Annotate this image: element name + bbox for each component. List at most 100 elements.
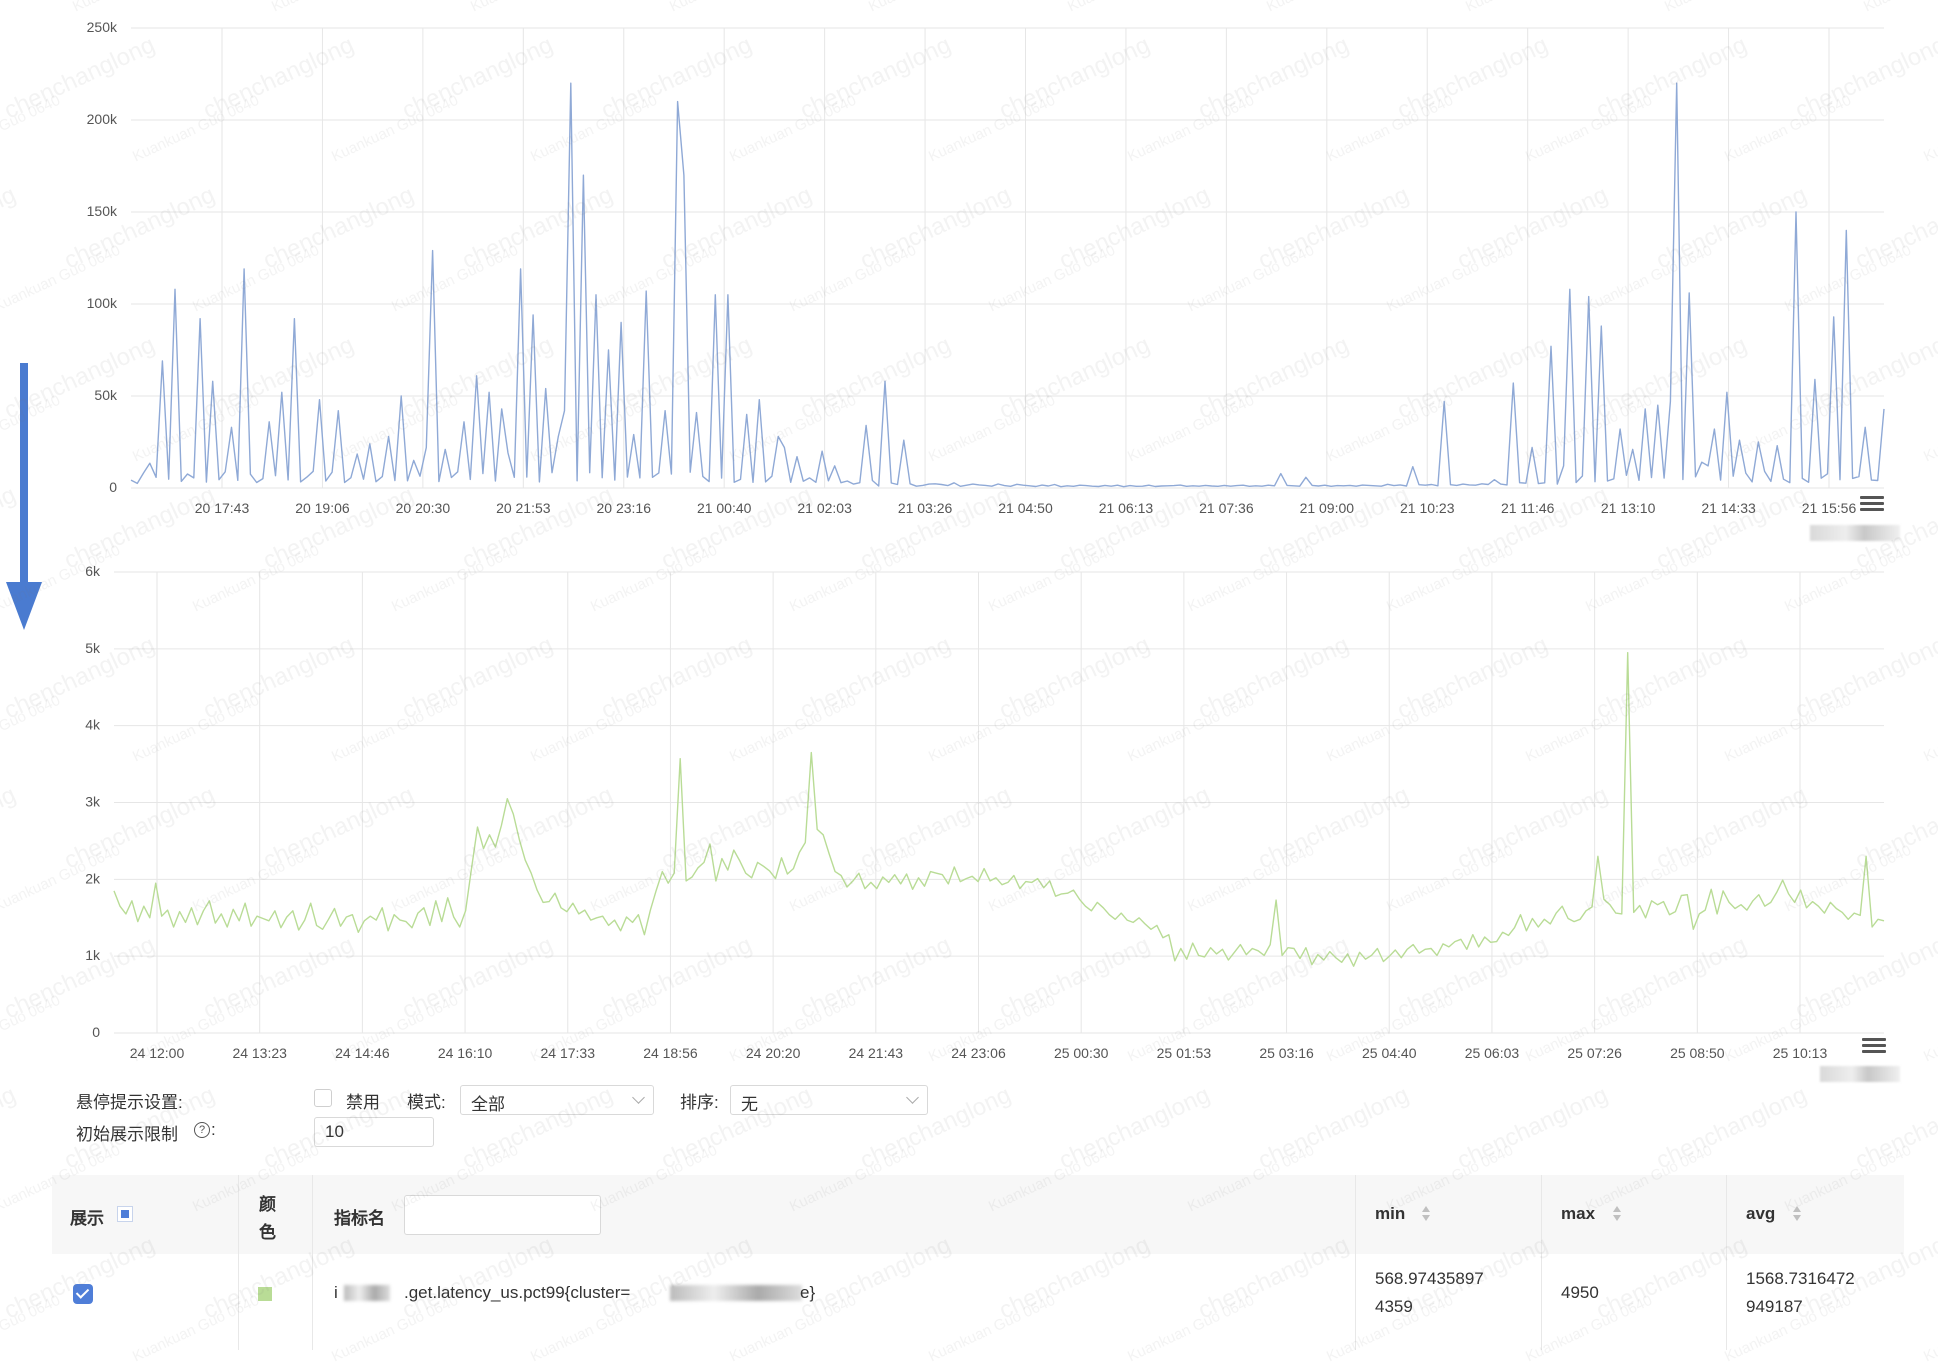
watermark-text: chenchanglong xyxy=(1652,1081,1811,1175)
x-tick-label: 25 01:53 xyxy=(1157,1045,1212,1061)
chart-top-redacted-legend xyxy=(1810,525,1900,541)
x-tick-label: 21 02:03 xyxy=(797,500,852,516)
chevron-down-icon xyxy=(632,1091,645,1104)
x-tick-label: 21 09:00 xyxy=(1300,500,1355,516)
y-tick-label: 0 xyxy=(92,1024,100,1040)
hover-settings-label: 悬停提示设置: xyxy=(76,1093,183,1112)
x-tick-label: 25 03:16 xyxy=(1259,1045,1314,1061)
y-tick-label: 6k xyxy=(85,563,101,579)
column-divider xyxy=(1355,1175,1356,1350)
watermark-text: chenchanglong xyxy=(1453,1081,1612,1175)
x-tick-label: 21 04:50 xyxy=(998,500,1053,516)
column-divider xyxy=(1541,1175,1542,1350)
watermark-text: chenchanglong xyxy=(0,1081,20,1175)
y-tick-label: 200k xyxy=(87,111,118,127)
column-divider xyxy=(1726,1175,1727,1350)
mode-select[interactable]: 全部 xyxy=(460,1085,654,1115)
sort-min-icon[interactable] xyxy=(1421,1206,1431,1222)
row-min-line2: 4359 xyxy=(1375,1297,1413,1316)
chart-bottom-redacted-legend xyxy=(1820,1066,1900,1082)
chart-bottom-menu-icon[interactable] xyxy=(1862,1038,1886,1054)
sort-select-value: 无 xyxy=(741,1095,758,1114)
metric-name: .get.latency_us.pct99{cluster= xyxy=(404,1283,631,1302)
y-tick-label: 100k xyxy=(87,295,118,311)
x-tick-label: 24 12:00 xyxy=(130,1045,185,1061)
x-tick-label: 24 16:10 xyxy=(438,1045,493,1061)
x-tick-label: 25 00:30 xyxy=(1054,1045,1109,1061)
y-tick-label: 50k xyxy=(94,387,118,403)
x-tick-label: 21 03:26 xyxy=(898,500,953,516)
help-icon[interactable]: ? xyxy=(194,1122,210,1138)
x-tick-label: 25 08:50 xyxy=(1670,1045,1725,1061)
y-tick-label: 4k xyxy=(85,717,101,733)
mode-select-value: 全部 xyxy=(471,1095,505,1114)
x-tick-label: 21 00:40 xyxy=(697,500,752,516)
metric-name-redacted-2 xyxy=(670,1285,802,1301)
row-avg-line2: 949187 xyxy=(1746,1297,1803,1316)
chart-top: 0 50k 100k 150k 200k 250k 20 17:43 20 19:06 20 2… xyxy=(0,0,1938,548)
header-show: 展示 xyxy=(70,1209,104,1228)
y-tick-label: 3k xyxy=(85,794,101,810)
down-arrow-shaft xyxy=(20,363,28,585)
x-tick-label: 25 06:03 xyxy=(1465,1045,1520,1061)
y-tick-label: 150k xyxy=(87,203,118,219)
initial-limit-colon: : xyxy=(211,1120,216,1139)
x-tick-label: 24 17:33 xyxy=(541,1045,596,1061)
header-metric-name: 指标名 xyxy=(334,1209,385,1228)
x-tick-label: 20 21:53 xyxy=(496,500,551,516)
metrics-table: 展示 颜 色 指标名 min max avg i .get.latency_us… xyxy=(52,1175,1904,1350)
mode-label: 模式: xyxy=(407,1093,446,1112)
series-line xyxy=(130,82,1885,488)
watermark-text: chenchanglong xyxy=(1851,1081,1938,1175)
series-line xyxy=(113,652,1885,967)
metric-name-suffix: e} xyxy=(800,1283,816,1302)
header-avg[interactable]: avg xyxy=(1746,1204,1776,1223)
table-row: i .get.latency_us.pct99{cluster= e} 568.… xyxy=(52,1254,1904,1350)
initial-limit-input[interactable]: 10 xyxy=(314,1117,434,1147)
x-tick-label: 25 04:40 xyxy=(1362,1045,1417,1061)
metric-name-redacted-1 xyxy=(344,1285,390,1301)
x-tick-label: 21 13:10 xyxy=(1601,500,1656,516)
down-arrow-icon xyxy=(6,582,42,630)
hover-settings: 悬停提示设置: 禁用 模式: 全部 排序: 无 初始展示限制 ? : 10 xyxy=(76,1085,976,1155)
chart-top-svg: 0 50k 100k 150k 200k 250k 20 17:43 20 19:06 20 2… xyxy=(87,19,1885,516)
row-color-swatch xyxy=(258,1287,272,1301)
x-tick-label: 21 10:23 xyxy=(1400,500,1455,516)
x-tick-label: 21 15:56 xyxy=(1802,500,1857,516)
sort-max-icon[interactable] xyxy=(1612,1206,1622,1222)
row-min-line1: 568.97435897 xyxy=(1375,1269,1484,1288)
x-tick-label: 20 20:30 xyxy=(396,500,451,516)
chart-top-menu-icon[interactable] xyxy=(1860,496,1884,512)
header-color-2: 色 xyxy=(259,1223,276,1242)
header-min[interactable]: min xyxy=(1375,1204,1406,1223)
row-max: 4950 xyxy=(1561,1283,1599,1302)
x-tick-label: 25 10:13 xyxy=(1773,1045,1828,1061)
disable-checkbox[interactable] xyxy=(314,1089,332,1107)
x-tick-label: 24 20:20 xyxy=(746,1045,801,1061)
header-color-1: 颜 xyxy=(259,1195,276,1214)
header-max[interactable]: max xyxy=(1561,1204,1596,1223)
show-all-checkbox[interactable] xyxy=(117,1206,133,1222)
metric-name-prefix: i xyxy=(334,1283,338,1302)
metric-name-filter-input[interactable] xyxy=(404,1195,601,1235)
y-tick-label: 250k xyxy=(87,19,118,35)
row-avg-line1: 1568.7316472 xyxy=(1746,1269,1855,1288)
x-tick-label: 21 07:36 xyxy=(1199,500,1254,516)
watermark-text: chenchanglong xyxy=(1055,1081,1214,1175)
row-show-checkbox[interactable] xyxy=(73,1284,93,1304)
x-tick-label: 24 18:56 xyxy=(643,1045,698,1061)
x-tick-label: 20 23:16 xyxy=(597,500,652,516)
disable-label: 禁用 xyxy=(346,1093,380,1112)
chart-bottom: 0 1k 2k 3k 4k 5k 6k 24 12:00 24 13:23 24 14:46 24 … xyxy=(0,548,1938,1082)
sort-avg-icon[interactable] xyxy=(1792,1206,1802,1222)
sort-select[interactable]: 无 xyxy=(730,1085,928,1115)
column-divider xyxy=(238,1175,239,1350)
column-divider xyxy=(312,1175,313,1350)
y-tick-label: 2k xyxy=(85,870,101,886)
x-tick-label: 20 19:06 xyxy=(295,500,350,516)
watermark-text: Kuankuan Guo 0640 xyxy=(1921,1292,1938,1366)
x-tick-label: 21 11:46 xyxy=(1501,500,1555,516)
initial-limit-value: 10 xyxy=(325,1122,344,1141)
table-header: 展示 颜 色 指标名 min max avg xyxy=(52,1175,1904,1255)
y-tick-label: 1k xyxy=(85,947,101,963)
